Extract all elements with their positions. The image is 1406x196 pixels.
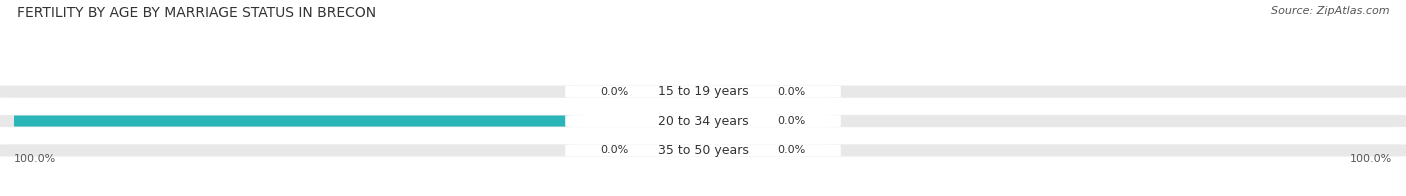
FancyBboxPatch shape — [689, 145, 775, 156]
Text: 0.0%: 0.0% — [600, 145, 628, 155]
Text: 20 to 34 years: 20 to 34 years — [658, 114, 748, 128]
FancyBboxPatch shape — [0, 115, 724, 127]
FancyBboxPatch shape — [0, 115, 1406, 127]
Text: 35 to 50 years: 35 to 50 years — [658, 144, 748, 157]
Text: 0.0%: 0.0% — [600, 87, 628, 97]
Text: FERTILITY BY AGE BY MARRIAGE STATUS IN BRECON: FERTILITY BY AGE BY MARRIAGE STATUS IN B… — [17, 6, 375, 20]
Text: 15 to 19 years: 15 to 19 years — [658, 85, 748, 98]
Text: 100.0%: 100.0% — [1350, 154, 1392, 164]
FancyBboxPatch shape — [689, 116, 775, 126]
FancyBboxPatch shape — [565, 86, 841, 98]
Text: Source: ZipAtlas.com: Source: ZipAtlas.com — [1271, 6, 1389, 16]
Text: 100.0%: 100.0% — [14, 154, 56, 164]
FancyBboxPatch shape — [631, 145, 717, 156]
FancyBboxPatch shape — [0, 85, 1406, 98]
Text: 0.0%: 0.0% — [778, 116, 806, 126]
Text: 0.0%: 0.0% — [778, 87, 806, 97]
FancyBboxPatch shape — [689, 86, 775, 97]
Text: 0.0%: 0.0% — [778, 145, 806, 155]
FancyBboxPatch shape — [565, 144, 841, 156]
FancyBboxPatch shape — [565, 115, 841, 127]
FancyBboxPatch shape — [631, 86, 717, 97]
FancyBboxPatch shape — [0, 144, 1406, 157]
